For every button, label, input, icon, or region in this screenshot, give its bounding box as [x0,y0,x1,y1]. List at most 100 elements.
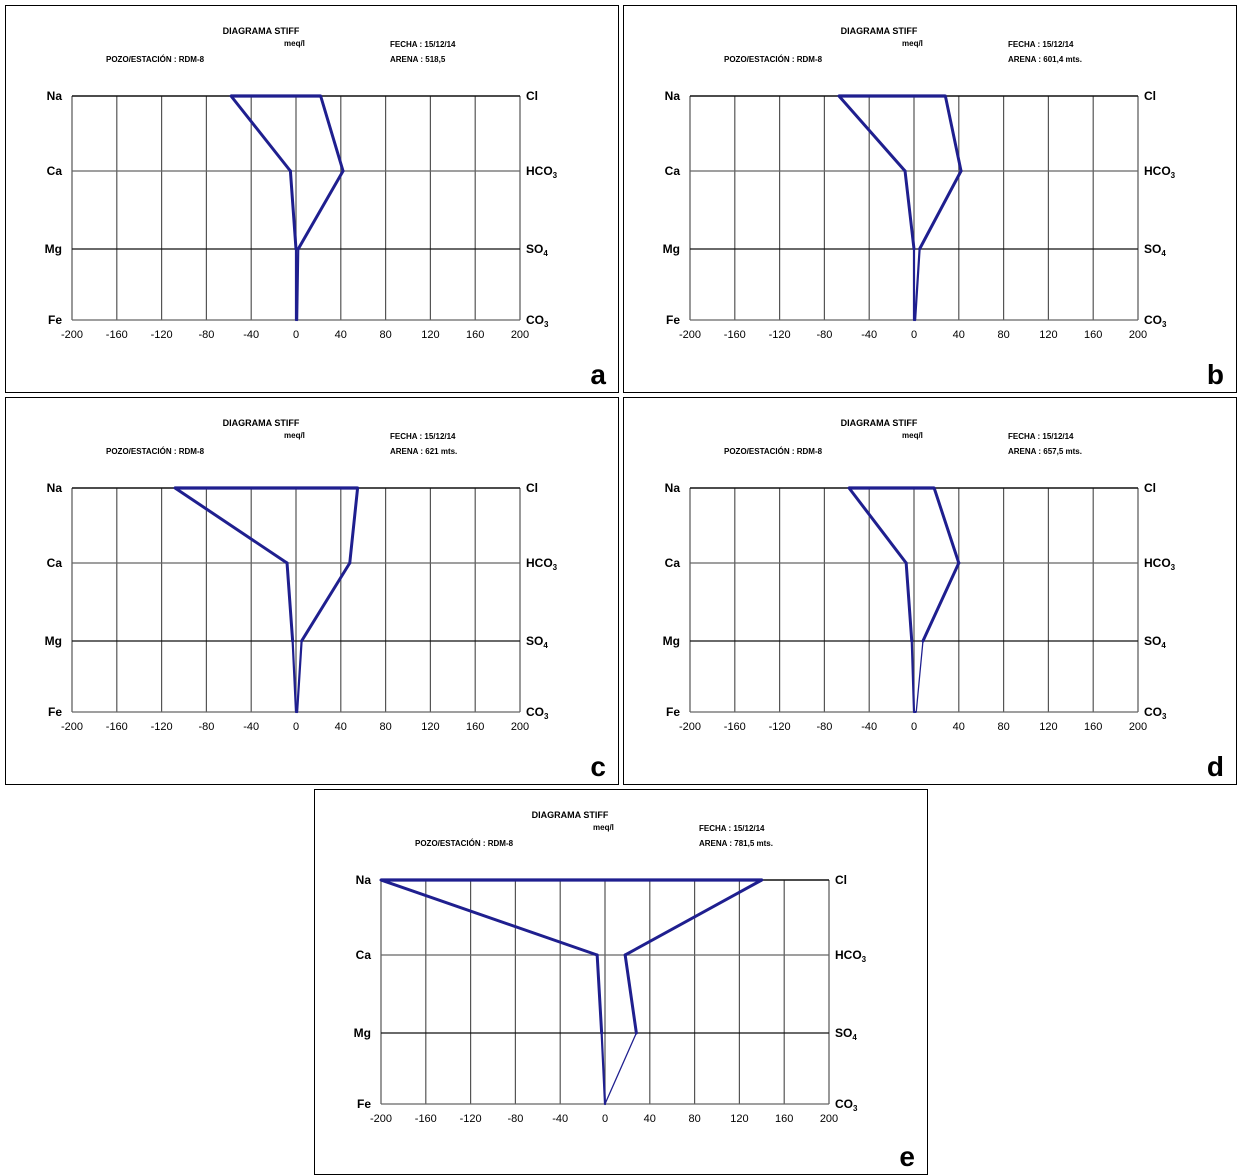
x-tick-label: -160 [724,721,746,733]
x-tick-label: 80 [688,1113,700,1125]
x-tick-label: -80 [198,721,214,733]
x-tick-label: 160 [1084,329,1102,341]
chart-title: DIAGRAMA STIFF [841,418,918,428]
chart-title: DIAGRAMA STIFF [532,810,609,820]
anion-label: CO3 [1144,705,1167,721]
cation-label: Na [356,873,372,887]
panel-letter: e [899,1141,915,1172]
x-tick-label: 40 [953,721,965,733]
cation-line-segment [291,639,298,714]
depth-label: ARENA : 601,4 mts. [1008,55,1082,64]
anion-line-segment [623,953,638,1035]
anion-label: Cl [1144,481,1156,495]
station-label: POZO/ESTACIÓN : RDM-8 [106,447,205,456]
date-label: FECHA : 15/12/14 [390,40,456,49]
x-tick-label: 40 [644,1113,656,1125]
chart-title: DIAGRAMA STIFF [841,26,918,36]
cation-label: Ca [47,556,63,570]
panel-letter: a [590,359,606,390]
chart-title: DIAGRAMA STIFF [223,418,300,428]
chart-units: meq/l [902,431,923,440]
x-tick-label: -40 [861,329,877,341]
x-tick-label: 40 [335,329,347,341]
anion-line-segment [604,1032,638,1105]
x-tick-label: -40 [243,721,259,733]
cation-label: Mg [354,1026,371,1040]
anion-label: HCO3 [1144,556,1176,572]
x-tick-label: 160 [1084,721,1102,733]
anion-label: SO4 [526,242,548,258]
station-label: POZO/ESTACIÓN : RDM-8 [415,839,514,848]
anion-label: HCO3 [835,948,867,964]
x-tick-label: -40 [552,1113,568,1125]
anion-label: CO3 [526,705,549,721]
chart-units: meq/l [284,431,305,440]
anion-line-segment [915,640,924,713]
x-tick-label: 0 [911,329,917,341]
cation-label: Ca [356,948,372,962]
x-tick-label: 200 [1129,329,1147,341]
x-tick-label: 160 [775,1113,793,1125]
chart-units: meq/l [593,823,614,832]
anion-label: CO3 [526,313,549,329]
cation-line-segment [903,169,916,251]
cation-line-segment [837,94,907,173]
x-tick-label: 120 [1039,329,1057,341]
cation-label: Mg [45,634,62,648]
x-tick-label: 120 [730,1113,748,1125]
cation-line-segment [379,878,599,957]
x-tick-label: 120 [421,329,439,341]
stiff-diagram-svg: DIAGRAMA STIFF meq/l POZO/ESTACIÓN : RDM-8… [663,418,1224,782]
anion-line-segment [918,169,963,251]
cation-label: Fe [48,313,62,327]
cation-label: Ca [665,556,681,570]
cation-line-segment [595,953,604,1035]
anion-line-segment [300,561,352,643]
x-tick-label: 80 [997,329,1009,341]
x-tick-label: -200 [679,721,701,733]
chart-units: meq/l [902,39,923,48]
chart-title: DIAGRAMA STIFF [223,26,300,36]
cation-label: Na [47,89,63,103]
anion-line-segment [943,94,963,173]
anion-label: Cl [1144,89,1156,103]
x-tick-label: -80 [816,329,832,341]
x-tick-label: -160 [724,329,746,341]
depth-label: ARENA : 518,5 [390,55,446,64]
x-tick-label: 200 [511,721,529,733]
x-tick-label: 160 [466,721,484,733]
x-tick-label: 40 [953,329,965,341]
panel-letter: d [1207,751,1224,782]
anion-label: Cl [526,89,538,103]
anion-line-segment [914,247,921,322]
x-tick-label: -120 [151,721,173,733]
anion-label: HCO3 [526,556,558,572]
station-label: POZO/ESTACIÓN : RDM-8 [724,447,823,456]
x-tick-label: -120 [460,1113,482,1125]
x-tick-label: -40 [243,329,259,341]
cation-label: Mg [663,634,680,648]
x-tick-label: 0 [293,329,299,341]
x-tick-label: 120 [1039,721,1057,733]
cation-label: Na [665,89,681,103]
anion-line-segment [296,169,345,251]
x-tick-label: 80 [379,329,391,341]
x-tick-label: -120 [151,329,173,341]
cation-label: Fe [48,705,62,719]
cation-label: Fe [666,705,680,719]
anion-label: CO3 [1144,313,1167,329]
x-tick-label: -80 [507,1113,523,1125]
x-tick-label: 120 [421,721,439,733]
cation-line-segment [904,561,914,643]
depth-label: ARENA : 657,5 mts. [1008,447,1082,456]
cation-line-segment [285,561,295,643]
station-label: POZO/ESTACIÓN : RDM-8 [106,55,205,64]
anion-line-segment [319,94,345,173]
depth-label: ARENA : 781,5 mts. [699,839,773,848]
cation-label: Ca [665,164,681,178]
x-tick-label: 0 [602,1113,608,1125]
x-tick-label: 160 [466,329,484,341]
x-tick-label: -200 [370,1113,392,1125]
stiff-diagram-svg: DIAGRAMA STIFF meq/l POZO/ESTACIÓN : RDM-8… [663,26,1224,390]
stiff-diagram-svg: DIAGRAMA STIFF meq/l POZO/ESTACIÓN : RDM-8… [354,810,915,1172]
